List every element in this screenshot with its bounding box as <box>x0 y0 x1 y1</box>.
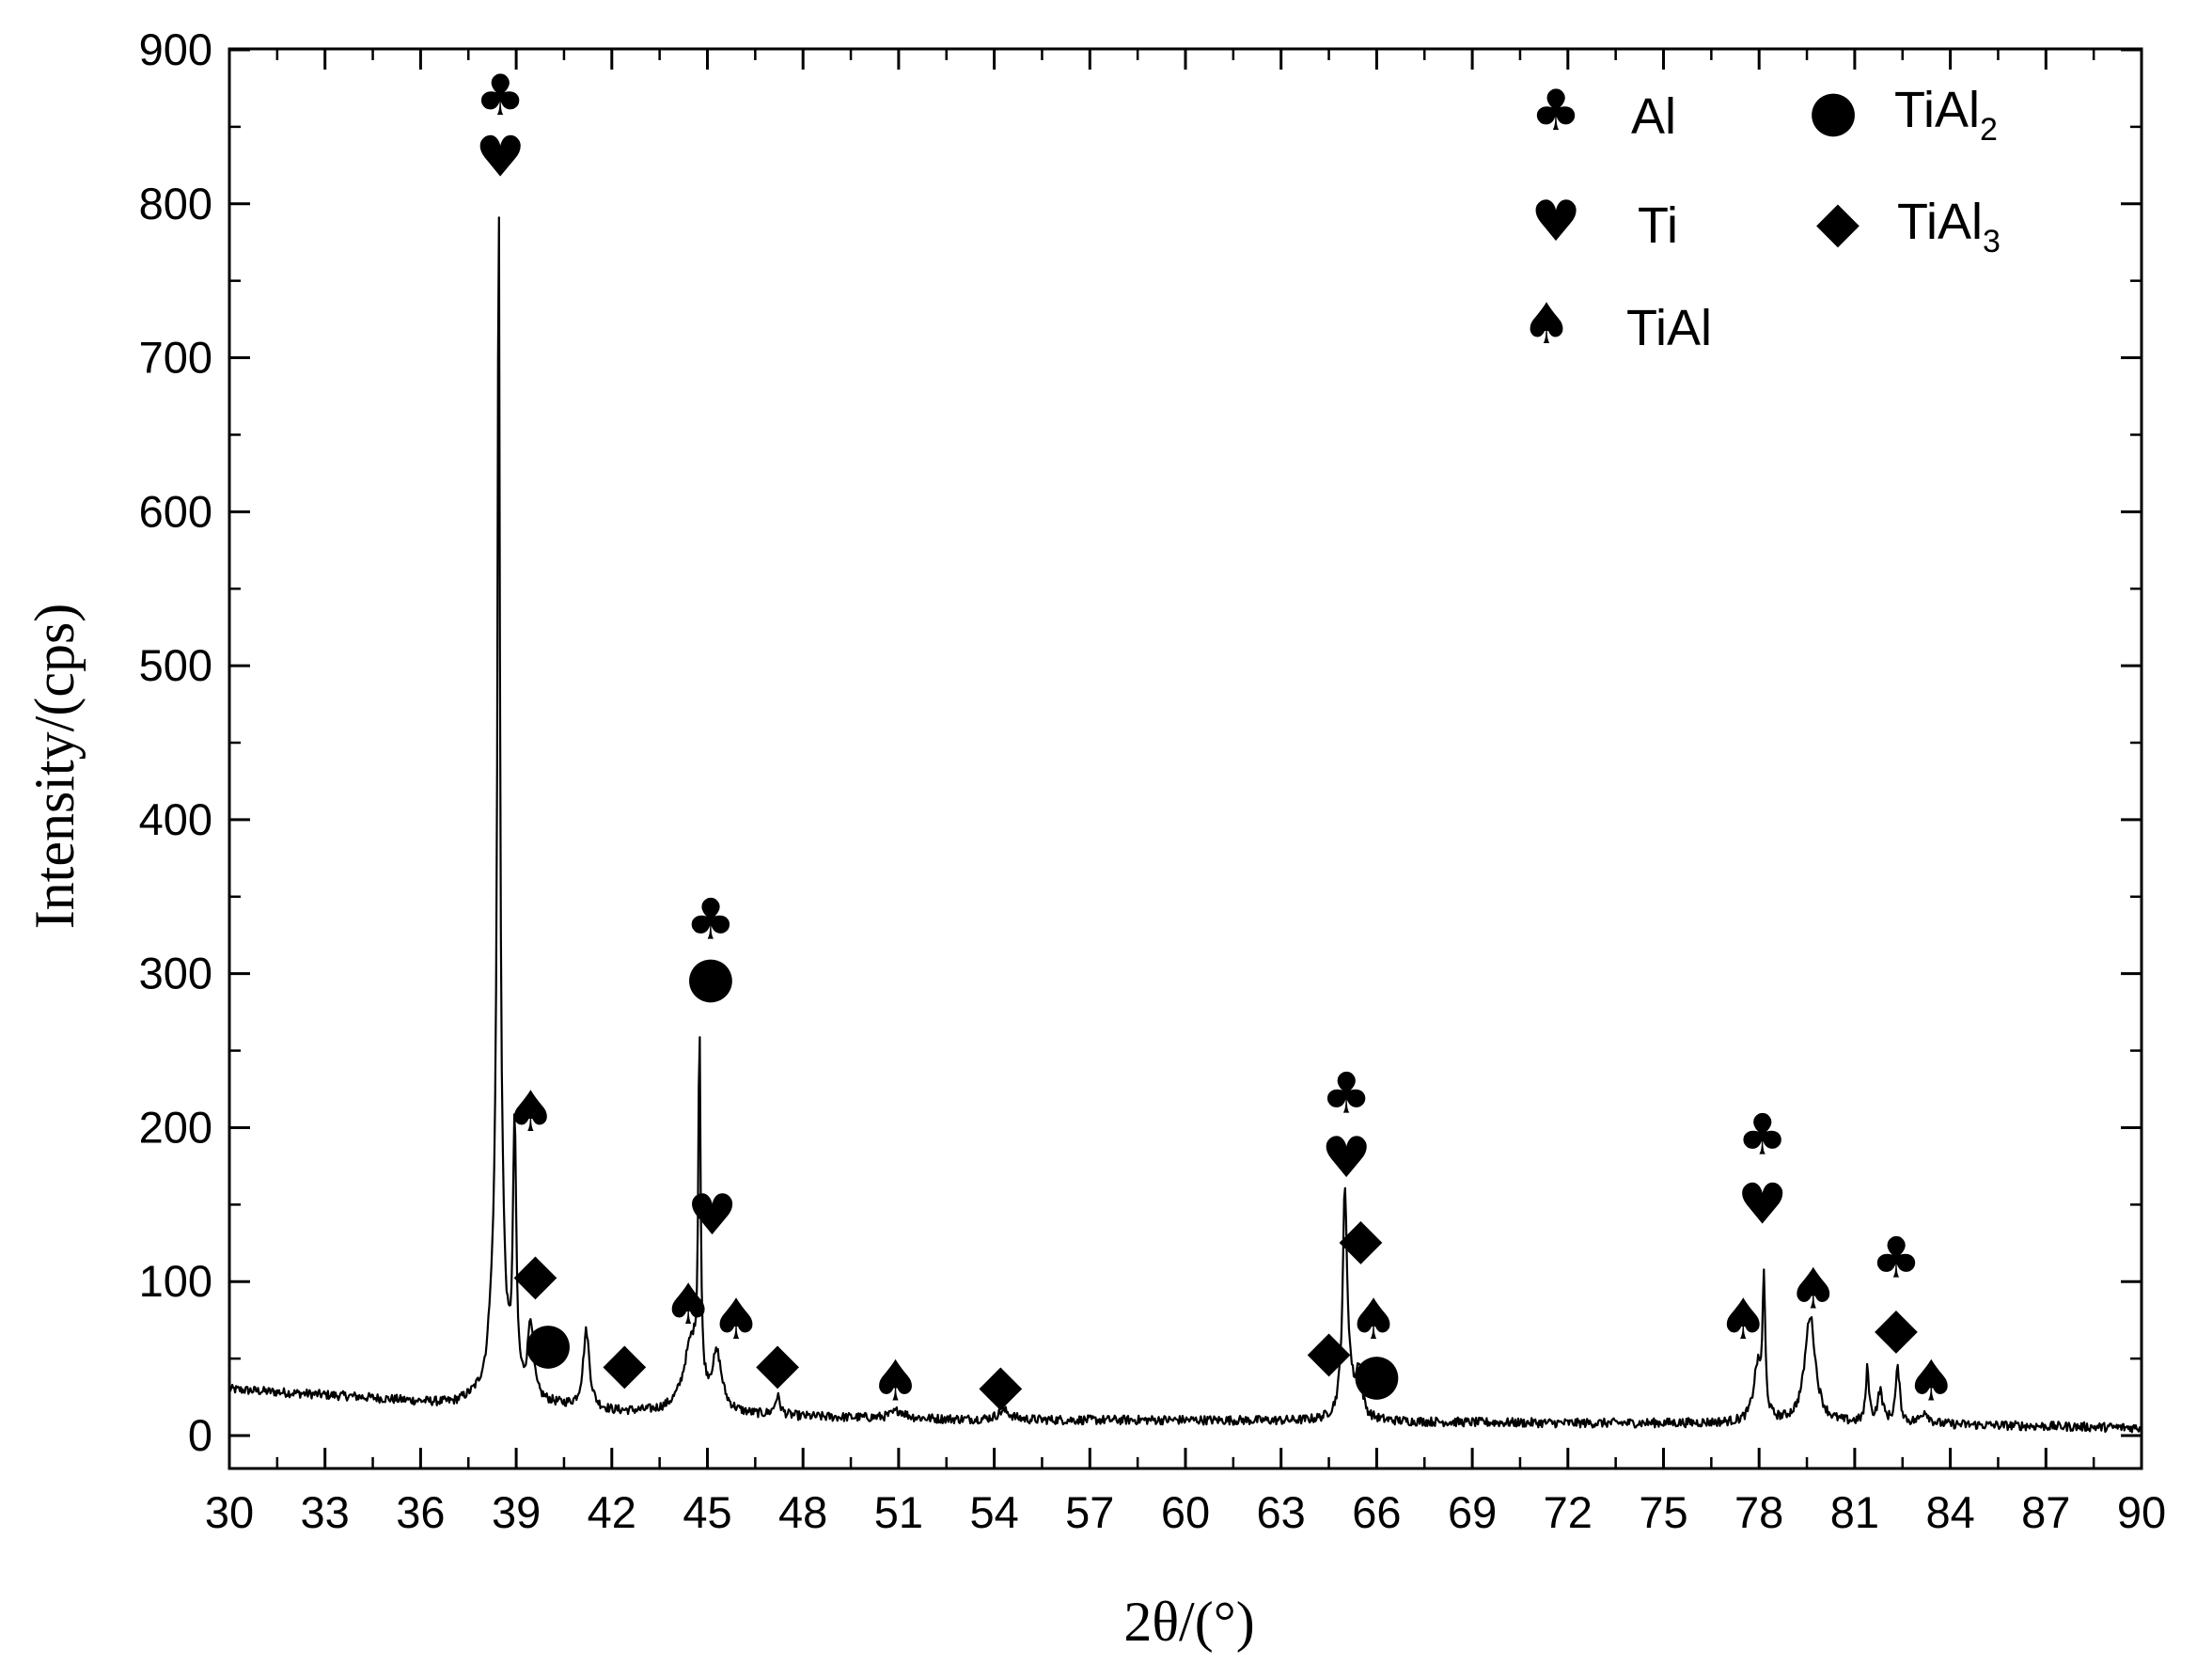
y-tick-label: 200 <box>139 1102 212 1152</box>
y-tick-label: 700 <box>139 333 212 383</box>
spade-peak-marker: ♠ <box>871 1349 921 1415</box>
heart-peak-marker: ♥ <box>687 1183 738 1248</box>
spade-peak-marker: ♠ <box>1906 1349 1956 1415</box>
club-peak-marker: ♣ <box>475 63 526 129</box>
legend-circle-icon: ● <box>1809 78 1858 144</box>
x-axis-title: 2θ/(°) <box>1123 1591 1254 1653</box>
x-tick-label: 84 <box>1925 1487 1974 1537</box>
club-peak-marker: ♣ <box>1737 1103 1788 1169</box>
circle-peak-marker: ● <box>686 944 735 1010</box>
x-tick-label: 81 <box>1830 1487 1879 1537</box>
x-tick-label: 60 <box>1161 1487 1210 1537</box>
heart-peak-marker: ♥ <box>1321 1125 1372 1191</box>
y-tick-label: 0 <box>188 1410 212 1460</box>
spade-peak-marker: ♠ <box>1348 1287 1399 1353</box>
diamond-peak-marker: ◆ <box>1307 1318 1350 1384</box>
x-tick-label: 36 <box>396 1487 445 1537</box>
legend-label: TiAl <box>1626 300 1712 356</box>
legend-label: Ti <box>1638 197 1678 254</box>
heart-peak-marker: ♥ <box>475 125 526 191</box>
legend-spade-icon: ♠ <box>1521 291 1572 357</box>
y-tick-label: 600 <box>139 486 212 536</box>
club-peak-marker: ♣ <box>1321 1060 1372 1126</box>
legend-diamond-icon: ◆ <box>1816 189 1860 255</box>
y-tick-label: 500 <box>139 640 212 690</box>
circle-peak-marker: ● <box>524 1311 573 1376</box>
y-tick-label: 800 <box>139 179 212 228</box>
legend-label-subscript: 2 <box>1980 112 1998 148</box>
spade-peak-marker: ♠ <box>1718 1287 1768 1353</box>
legend-label-subscript: 3 <box>1983 224 2001 259</box>
club-peak-marker: ♣ <box>1871 1226 1922 1292</box>
x-tick-label: 90 <box>2117 1487 2166 1537</box>
x-tick-label: 75 <box>1639 1487 1687 1537</box>
diamond-peak-marker: ◆ <box>513 1241 557 1307</box>
x-tick-label: 63 <box>1257 1487 1306 1537</box>
diamond-peak-marker: ◆ <box>756 1330 799 1396</box>
y-axis-title: Intensity/(cps) <box>24 604 86 930</box>
legend-label: TiAl2 <box>1894 82 1998 148</box>
x-tick-label: 30 <box>205 1487 254 1537</box>
series-group <box>228 216 2143 1434</box>
x-tick-label: 72 <box>1544 1487 1593 1537</box>
diamond-peak-marker: ◆ <box>1339 1205 1382 1271</box>
y-tick-label: 400 <box>139 794 212 844</box>
club-peak-marker: ♣ <box>685 887 736 952</box>
spade-peak-marker: ♠ <box>711 1287 761 1353</box>
y-tick-label: 300 <box>139 949 212 998</box>
y-tick-label: 100 <box>139 1256 212 1306</box>
y-tick-label: 900 <box>139 24 212 74</box>
xrd-pattern-line <box>228 216 2143 1434</box>
x-tick-label: 54 <box>969 1487 1018 1537</box>
spade-peak-marker: ♠ <box>505 1079 556 1145</box>
diamond-peak-marker: ◆ <box>1875 1295 1918 1360</box>
x-tick-label: 66 <box>1352 1487 1401 1537</box>
diamond-peak-marker: ◆ <box>979 1352 1022 1418</box>
legend-label: Al <box>1631 88 1676 145</box>
axis-ticks-group: 30 33 36 39 42 45 48 51 54 57 60 63 66 69 72 75 78 81 84 87… <box>139 24 2167 1537</box>
x-tick-label: 51 <box>874 1487 923 1537</box>
x-tick-label: 48 <box>778 1487 827 1537</box>
x-tick-label: 78 <box>1734 1487 1783 1537</box>
diamond-peak-marker: ◆ <box>603 1330 646 1396</box>
x-tick-label: 33 <box>301 1487 350 1537</box>
x-tick-label: 39 <box>492 1487 541 1537</box>
legend-label: TiAl3 <box>1897 194 2001 259</box>
spade-peak-marker: ♠ <box>1788 1256 1839 1322</box>
x-tick-label: 42 <box>588 1487 636 1537</box>
legend-heart-icon: ♥ <box>1530 189 1581 255</box>
spade-peak-marker: ♠ <box>663 1272 714 1338</box>
peak-annotations-group: ♣♥♠◆● ◆♠♣●♥♠◆ ♠ ◆◆♣♥◆♠●♠♣♥♠ ♣◆♠ <box>475 63 1956 1418</box>
x-tick-label: 87 <box>2021 1487 2070 1537</box>
x-tick-label: 57 <box>1065 1487 1114 1537</box>
circle-peak-marker: ● <box>1352 1341 1401 1406</box>
x-tick-label: 45 <box>683 1487 731 1537</box>
x-tick-label: 69 <box>1448 1487 1497 1537</box>
heart-peak-marker: ♥ <box>1737 1171 1788 1237</box>
legend-club-icon: ♣ <box>1530 78 1581 144</box>
legend: ♣ Al ● TiAl2 ♥ Ti ◆ TiAl3 ♠ TiAl <box>1521 78 2001 357</box>
